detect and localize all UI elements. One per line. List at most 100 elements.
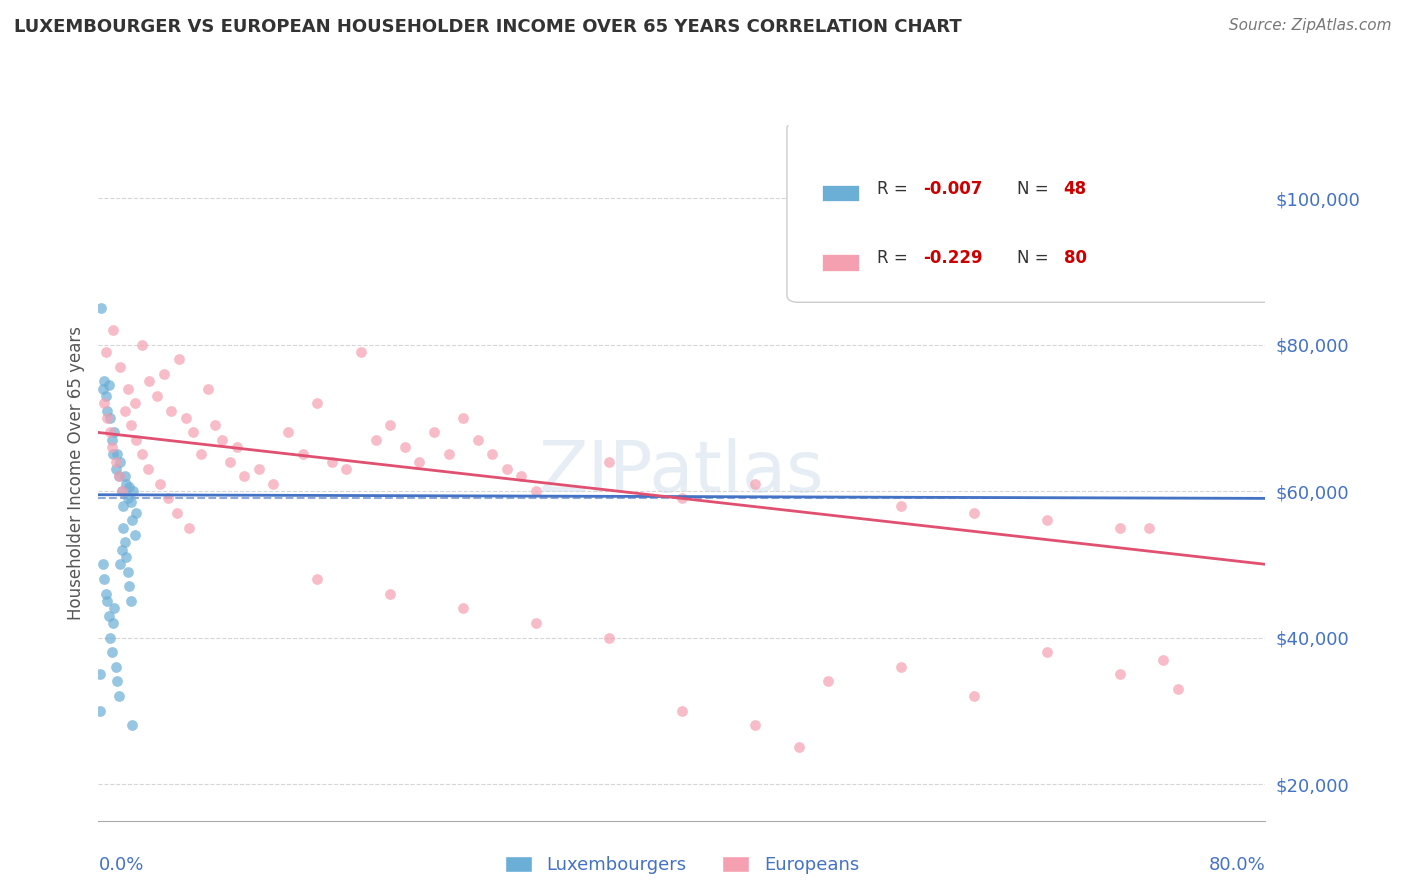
Point — [226, 440, 249, 454]
Point — [167, 352, 190, 367]
Point — [335, 462, 357, 476]
Point — [481, 447, 503, 461]
Point — [962, 689, 984, 703]
Point — [378, 418, 402, 433]
Point — [93, 374, 115, 388]
Point — [598, 631, 620, 645]
Point — [437, 447, 460, 461]
Text: R =: R = — [877, 250, 912, 268]
Point — [91, 558, 114, 572]
Point — [233, 469, 256, 483]
Point — [1152, 652, 1174, 666]
Point — [93, 396, 115, 410]
Text: Source: ZipAtlas.com: Source: ZipAtlas.com — [1229, 18, 1392, 33]
FancyBboxPatch shape — [787, 121, 1277, 302]
Point — [451, 410, 474, 425]
Point — [120, 495, 142, 509]
Point — [262, 476, 284, 491]
Point — [157, 491, 180, 506]
Point — [1035, 645, 1057, 659]
Point — [671, 704, 693, 718]
Point — [1108, 521, 1130, 535]
Point — [111, 484, 134, 499]
Point — [108, 689, 131, 703]
Point — [817, 674, 839, 689]
Point — [744, 718, 766, 732]
Point — [89, 704, 111, 718]
Point — [94, 586, 117, 600]
Text: -0.229: -0.229 — [924, 250, 983, 268]
Point — [114, 403, 136, 417]
Point — [101, 323, 124, 337]
Point — [110, 455, 132, 469]
Point — [138, 374, 160, 388]
Point — [118, 480, 141, 494]
Point — [181, 425, 204, 440]
Point — [153, 367, 176, 381]
Point — [96, 410, 118, 425]
Point — [190, 447, 212, 461]
Point — [89, 667, 111, 681]
Point — [817, 227, 839, 242]
Point — [350, 345, 373, 359]
Text: R =: R = — [877, 180, 912, 198]
Point — [744, 476, 766, 491]
Text: N =: N = — [1017, 250, 1053, 268]
Point — [671, 491, 693, 506]
Legend: Luxembourgers, Europeans: Luxembourgers, Europeans — [498, 848, 866, 881]
Point — [136, 462, 159, 476]
Point — [131, 337, 153, 351]
Point — [91, 382, 114, 396]
Point — [524, 615, 547, 630]
Point — [423, 425, 446, 440]
Point — [90, 301, 112, 315]
Point — [394, 440, 416, 454]
Point — [97, 377, 120, 392]
Point — [121, 718, 143, 732]
Point — [467, 433, 489, 447]
Point — [321, 455, 343, 469]
Point — [378, 586, 402, 600]
Point — [104, 462, 127, 476]
Point — [124, 396, 146, 410]
Point — [1108, 667, 1130, 681]
FancyBboxPatch shape — [823, 254, 859, 271]
Point — [1137, 521, 1160, 535]
Point — [108, 469, 131, 483]
Point — [160, 403, 183, 417]
Point — [307, 396, 329, 410]
Point — [364, 433, 387, 447]
Point — [211, 433, 233, 447]
Point — [110, 359, 132, 374]
Point — [890, 660, 912, 674]
Point — [101, 615, 124, 630]
Text: LUXEMBOURGER VS EUROPEAN HOUSEHOLDER INCOME OVER 65 YEARS CORRELATION CHART: LUXEMBOURGER VS EUROPEAN HOUSEHOLDER INC… — [14, 18, 962, 36]
Text: 80.0%: 80.0% — [1209, 856, 1265, 874]
Point — [98, 631, 121, 645]
Point — [93, 572, 115, 586]
Text: N =: N = — [1017, 180, 1053, 198]
Text: 48: 48 — [1063, 180, 1087, 198]
Point — [112, 521, 135, 535]
Point — [111, 542, 134, 557]
Text: 80: 80 — [1063, 250, 1087, 268]
Point — [495, 462, 517, 476]
Point — [146, 389, 169, 403]
Point — [1167, 681, 1189, 696]
Y-axis label: Householder Income Over 65 years: Householder Income Over 65 years — [66, 326, 84, 620]
Point — [108, 469, 131, 483]
Point — [277, 425, 299, 440]
Point — [105, 447, 128, 461]
Point — [112, 499, 135, 513]
Point — [166, 506, 188, 520]
Point — [104, 660, 127, 674]
Point — [524, 484, 547, 499]
Point — [96, 594, 118, 608]
Point — [104, 455, 127, 469]
Point — [598, 455, 620, 469]
Point — [117, 565, 139, 579]
Point — [100, 440, 122, 454]
Point — [105, 674, 128, 689]
Point — [787, 740, 810, 755]
Point — [122, 484, 145, 499]
